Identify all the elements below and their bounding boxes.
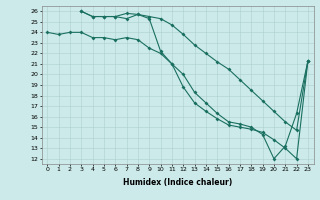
X-axis label: Humidex (Indice chaleur): Humidex (Indice chaleur) [123, 178, 232, 187]
